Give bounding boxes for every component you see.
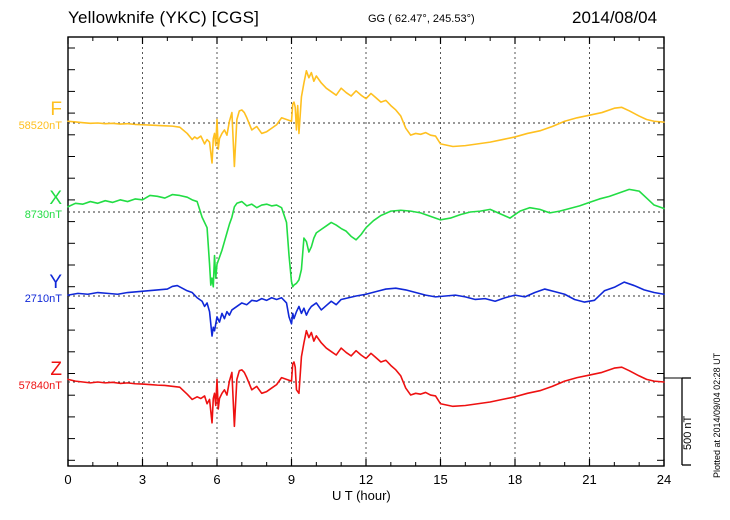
trace-label-x: X 8730nT <box>8 189 62 222</box>
trace-label-z: Z 57840nT <box>8 360 62 393</box>
trace-glyph-y: Y <box>49 272 62 293</box>
trace-glyph-x: X <box>49 188 62 209</box>
plotted-at-label: Plotted at 2014/09/04 02:28 UT <box>712 352 722 478</box>
svg-text:9: 9 <box>288 472 295 487</box>
scale-bar-label: 500 nT <box>682 415 694 450</box>
trace-baseline-z: 57840nT <box>18 380 62 392</box>
date-title: 2014/08/04 <box>572 8 658 27</box>
x-axis-title: U T (hour) <box>332 488 391 503</box>
trace-label-y: Y 2710nT <box>8 273 62 306</box>
svg-text:18: 18 <box>508 472 522 487</box>
svg-text:21: 21 <box>582 472 596 487</box>
svg-text:3: 3 <box>139 472 146 487</box>
svg-text:15: 15 <box>433 472 447 487</box>
geographic-coordinates-title: GG ( 62.47°, 245.53°) <box>368 13 475 25</box>
trace-label-f: F 58520nT <box>8 100 62 133</box>
svg-text:6: 6 <box>213 472 220 487</box>
svg-text:0: 0 <box>64 472 71 487</box>
trace-glyph-z: Z <box>50 359 62 380</box>
trace-baseline-f: 58520nT <box>18 120 62 132</box>
svg-text:12: 12 <box>359 472 373 487</box>
station-title: Yellowknife (YKC) [CGS] <box>68 8 260 27</box>
trace-baseline-y: 2710nT <box>24 293 62 305</box>
trace-glyph-f: F <box>50 99 62 120</box>
trace-baseline-x: 8730nT <box>24 209 62 221</box>
svg-text:24: 24 <box>657 472 671 487</box>
